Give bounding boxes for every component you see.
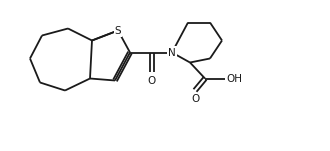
Text: S: S — [115, 26, 121, 35]
Text: OH: OH — [226, 74, 243, 84]
Text: O: O — [191, 94, 199, 104]
Text: N: N — [168, 48, 176, 58]
Text: O: O — [148, 76, 156, 85]
